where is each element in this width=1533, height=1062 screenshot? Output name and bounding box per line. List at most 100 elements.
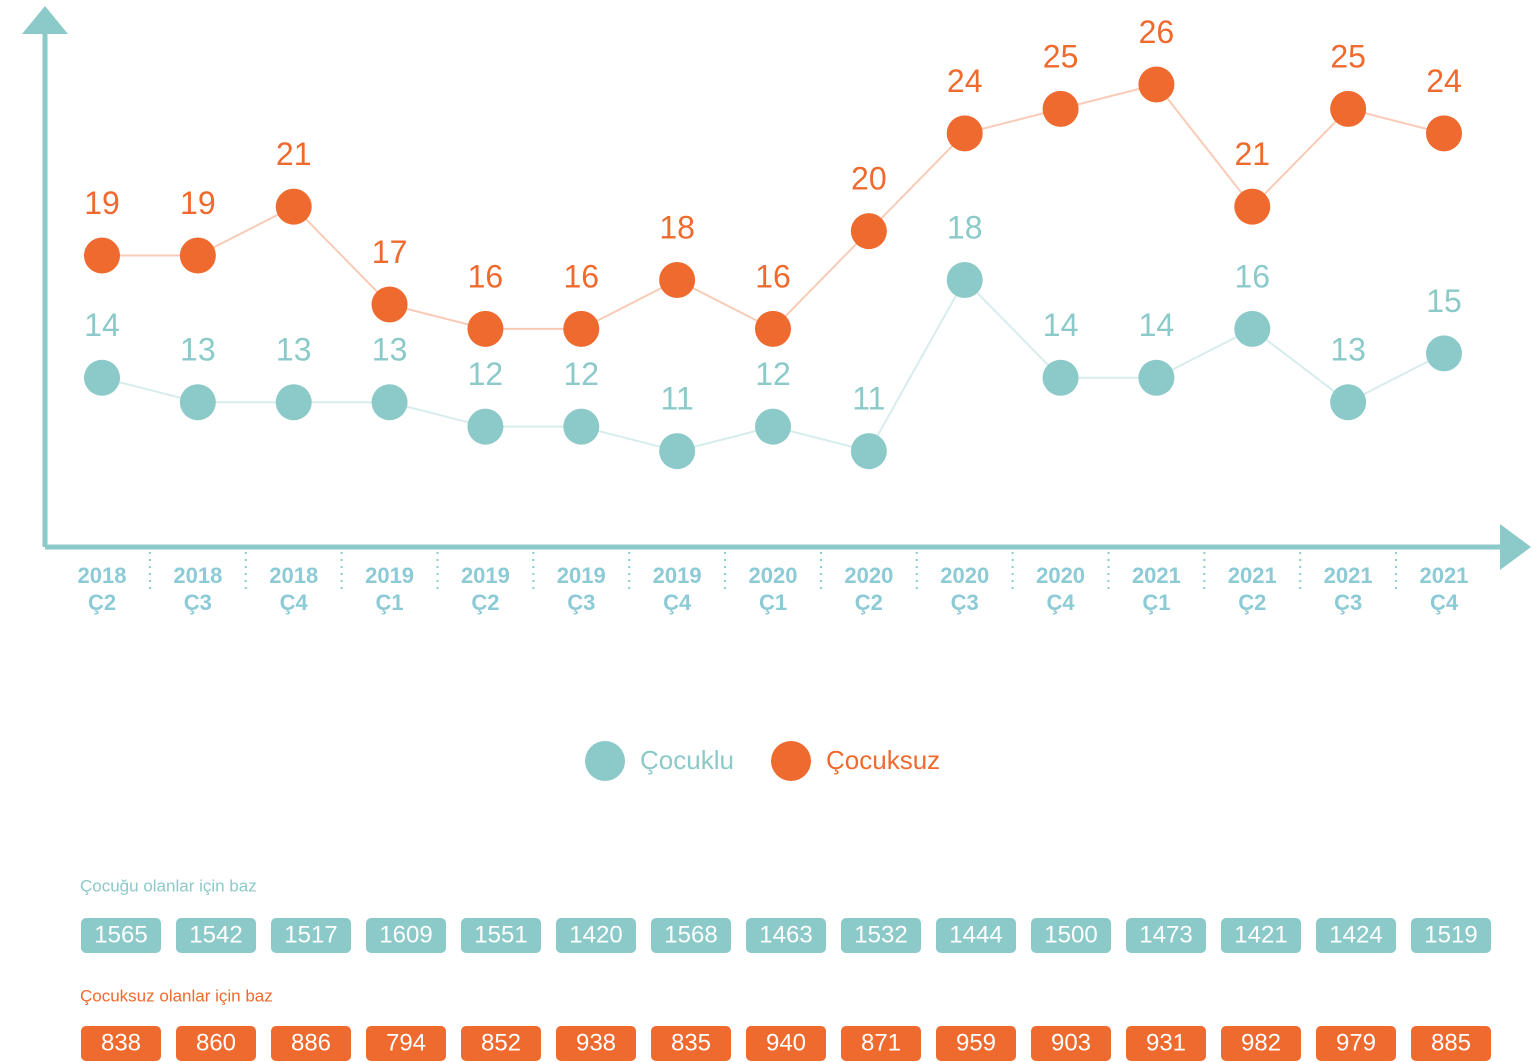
base-value: 1551 [474, 921, 527, 948]
base-box [81, 1026, 161, 1061]
x-tick-label: 2021 Ç3 [1324, 563, 1373, 615]
base-box [271, 1026, 351, 1061]
data-label: 18 [659, 209, 695, 245]
y-axis-arrow [22, 6, 68, 34]
data-point [563, 408, 600, 445]
data-point [1042, 90, 1079, 127]
base-box [936, 1026, 1016, 1061]
x-tick-label: 2018 Ç3 [173, 563, 222, 615]
data-point [1234, 310, 1271, 347]
data-point [467, 408, 504, 445]
base-value: 938 [576, 1029, 616, 1056]
base-value: 852 [481, 1029, 521, 1056]
base-box [651, 918, 731, 953]
x-tick-label: 2019 Ç2 [461, 563, 510, 615]
data-point [371, 384, 408, 421]
data-point [1042, 359, 1079, 396]
data-point [371, 286, 408, 323]
base-value: 959 [956, 1029, 996, 1056]
base-value: 1532 [854, 921, 907, 948]
data-point [1138, 359, 1175, 396]
data-point [1234, 188, 1271, 225]
base-box [746, 918, 826, 953]
x-tick-label: 2020 Ç3 [940, 563, 989, 615]
data-label: 12 [755, 356, 791, 392]
base-value: 1568 [664, 921, 717, 948]
data-point [84, 237, 120, 274]
data-label: 11 [661, 381, 694, 417]
data-label: 15 [1426, 283, 1462, 319]
x-tick-label: 2018 Ç2 [78, 563, 127, 615]
data-label: 14 [1043, 307, 1079, 343]
data-point [84, 359, 120, 396]
data-point [563, 310, 600, 347]
data-point [850, 213, 887, 250]
base-value: 838 [101, 1029, 141, 1056]
data-label: 17 [372, 234, 408, 270]
base-box [556, 918, 636, 953]
base-box [1316, 1026, 1396, 1061]
data-point [179, 237, 216, 274]
base-value: 903 [1051, 1029, 1091, 1056]
x-tick-label: 2019 Ç4 [653, 563, 702, 615]
base-box [366, 1026, 446, 1061]
base-box [461, 918, 541, 953]
base-value: 1463 [759, 921, 812, 948]
base-box [841, 1026, 921, 1061]
base-box [1221, 918, 1301, 953]
base-box [461, 1026, 541, 1061]
x-tick-label: 2020 Ç1 [749, 563, 798, 615]
data-label: 26 [1139, 14, 1175, 50]
base-value: 886 [291, 1029, 331, 1056]
data-point [946, 115, 983, 152]
base-value: 885 [1431, 1029, 1471, 1056]
data-point [275, 384, 312, 421]
data-label: 16 [755, 258, 791, 294]
base-value: 1500 [1044, 921, 1097, 948]
base-box [81, 918, 161, 953]
data-label: 14 [1139, 307, 1175, 343]
base-value: 1517 [284, 921, 337, 948]
base-value: 1609 [379, 921, 432, 948]
base-value: 1421 [1234, 921, 1287, 948]
x-tick-label: 2021 Ç2 [1228, 563, 1277, 615]
data-label: 13 [372, 332, 408, 368]
base-box [556, 1026, 636, 1061]
data-label: 13 [1330, 332, 1366, 368]
data-point [179, 384, 216, 421]
data-label: 25 [1043, 38, 1079, 74]
data-label: 24 [947, 63, 983, 99]
base-value: 794 [386, 1029, 426, 1056]
data-label: 12 [468, 356, 504, 392]
base-box [841, 918, 921, 953]
data-point [755, 310, 791, 347]
data-label: 19 [84, 185, 120, 221]
base-value: 835 [671, 1029, 711, 1056]
base-value: 1473 [1139, 921, 1192, 948]
base-value: 1542 [189, 921, 242, 948]
data-label: 18 [947, 209, 983, 245]
x-tick-label: 2021 Ç4 [1420, 563, 1469, 615]
data-label: 14 [84, 307, 120, 343]
data-point [1330, 384, 1367, 421]
x-tick-label: 2020 Ç4 [1036, 563, 1085, 615]
data-point [1330, 90, 1367, 127]
legend-label: Çocuklu [640, 745, 734, 775]
base-box [746, 1026, 826, 1061]
x-tick-label: 2021 Ç1 [1132, 563, 1181, 615]
base-box [1126, 1026, 1206, 1061]
base-box [176, 1026, 256, 1061]
data-point [275, 188, 312, 225]
base-box [176, 918, 256, 953]
legend-label: Çocuksuz [826, 745, 940, 775]
x-tick-label: 2019 Ç3 [557, 563, 606, 615]
base-box [1316, 918, 1396, 953]
data-label: 11 [852, 381, 885, 417]
base-value: 860 [196, 1029, 236, 1056]
data-label: 25 [1330, 38, 1366, 74]
base-value: 931 [1146, 1029, 1186, 1056]
data-label: 13 [276, 332, 312, 368]
legend-marker [771, 741, 811, 781]
data-label: 16 [1234, 258, 1270, 294]
base-value: 982 [1241, 1029, 1281, 1056]
